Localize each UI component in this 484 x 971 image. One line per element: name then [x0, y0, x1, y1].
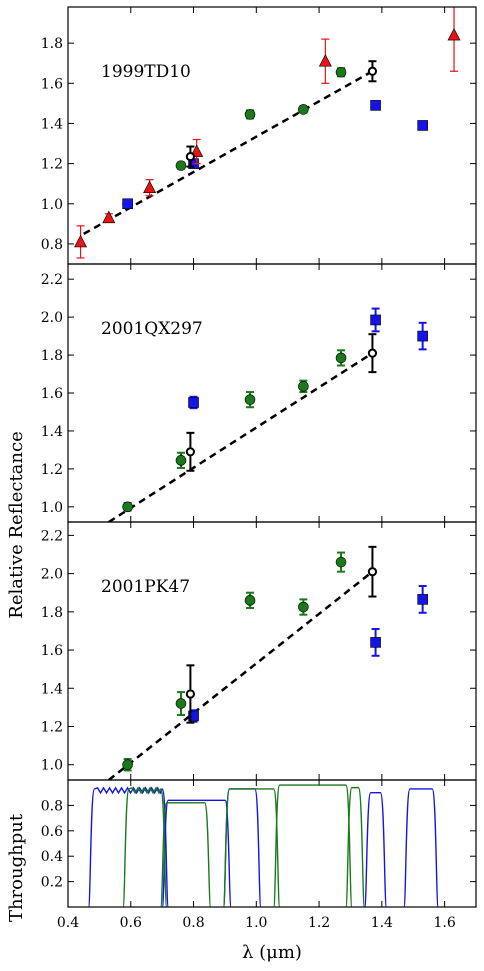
x-tick-label: 1.0 — [245, 915, 267, 931]
data-point-blue — [417, 594, 428, 605]
data-point-open — [367, 348, 378, 358]
panel-frame — [67, 779, 477, 908]
x-tick-label: 0.8 — [182, 915, 204, 931]
data-point-red — [447, 27, 461, 41]
data-point-blue — [188, 710, 199, 722]
panel-label: 1999TD10 — [101, 62, 191, 82]
plot-area — [108, 307, 428, 522]
y-tick-label: 1.0 — [41, 500, 63, 516]
throughput-curve-blue — [403, 788, 439, 907]
data-point-green — [244, 109, 256, 120]
throughput-curve-green — [345, 786, 366, 907]
y-tick-label: 1.2 — [41, 157, 63, 173]
y-tick-label: 2.2 — [41, 528, 63, 544]
linear-fit-line — [108, 570, 374, 780]
data-point-open — [367, 66, 378, 76]
panel-label: 2001PK47 — [101, 577, 190, 597]
data-point-open — [185, 447, 195, 457]
y-tick-label: 1.4 — [41, 681, 63, 697]
plot-area — [108, 545, 428, 780]
y-tick-label: 0.8 — [41, 237, 63, 253]
panel-frame — [67, 6, 477, 265]
data-point-green — [244, 595, 256, 606]
data-point-green — [298, 601, 309, 613]
x-tick-label: 1.4 — [371, 915, 393, 931]
y-axis-label-throughput: Throughput — [6, 813, 27, 922]
y-tick-label: 2.0 — [41, 310, 63, 326]
data-point-green — [175, 698, 187, 709]
throughput-curve-green — [160, 802, 212, 907]
data-point-red — [74, 234, 88, 248]
y-tick-label: 0.8 — [41, 798, 63, 814]
y-tick-label: 1.6 — [41, 643, 63, 659]
data-point-green — [298, 104, 309, 115]
data-point-blue — [188, 397, 199, 408]
x-axis-label: λ (μm) — [242, 942, 302, 963]
panel-1: 0.8 1.0 1.2 1.4 1.6 1.8 1999TD10 — [41, 6, 477, 265]
linear-fit-line — [83, 70, 374, 235]
data-point-blue — [122, 198, 133, 210]
throughput-curve-blue — [161, 799, 232, 907]
linear-fit-line — [108, 352, 374, 522]
y-tick-label: 2.2 — [41, 272, 63, 288]
data-point-blue — [370, 100, 381, 111]
throughput-curve-green — [273, 784, 353, 907]
throughput-curve-blue — [87, 786, 169, 907]
y-tick-label: 1.0 — [41, 197, 63, 213]
data-point-open — [185, 151, 195, 162]
y-tick-label: 0.2 — [41, 875, 63, 891]
throughput-curve-green — [122, 786, 168, 907]
y-axis-label-reflectance: Relative Reflectance — [6, 431, 27, 618]
data-point-blue — [417, 120, 428, 131]
data-point-green — [335, 352, 347, 364]
panels: 0.81.01.21.41.61.81999TD101.01.21.41.61.… — [41, 6, 477, 908]
panel-label: 2001QX297 — [101, 319, 203, 339]
y-tick-label: 2.0 — [41, 567, 63, 583]
plot-area — [74, 7, 461, 259]
data-point-red — [102, 210, 116, 224]
x-tick-label: 1.6 — [433, 915, 455, 931]
y-tick-label: 1.4 — [41, 116, 63, 132]
y-tick-label: 1.6 — [41, 76, 63, 92]
x-tick-label: 0.4 — [57, 915, 79, 931]
data-point-open — [185, 689, 195, 699]
throughput-curve-green — [222, 788, 281, 907]
data-point-green — [298, 381, 309, 392]
panel-2: 1.0 1.2 1.4 1.6 1.8 2.0 2.2 2001QX297 — [41, 263, 477, 523]
data-point-blue — [417, 330, 428, 342]
data-point-blue — [370, 637, 381, 648]
y-tick-label: 1.2 — [41, 462, 63, 478]
throughput-curve-blue — [364, 792, 388, 907]
panel-3: 1.0 1.2 1.4 1.6 1.8 2.0 2.2 2001PK47 — [41, 521, 477, 781]
x-axis: 0.4 0.6 0.8 1.0 1.2 1.4 1.6 — [57, 915, 456, 931]
data-point-blue — [370, 314, 381, 326]
data-point-green — [175, 455, 187, 466]
y-tick-label: 0.6 — [41, 824, 63, 840]
panel-4: 0.2 0.4 0.6 0.8 — [41, 779, 477, 908]
data-point-green — [335, 66, 347, 78]
panel-frame — [67, 263, 477, 523]
y-tick-label: 1.8 — [41, 348, 63, 364]
data-point-green — [244, 394, 256, 405]
y-tick-label: 1.8 — [41, 605, 63, 621]
data-point-green — [175, 160, 187, 171]
y-tick-label: 1.8 — [41, 36, 63, 52]
data-point-red — [318, 54, 332, 67]
data-point-green — [122, 759, 133, 771]
y-tick-label: 1.6 — [41, 386, 63, 402]
y-tick-label: 1.2 — [41, 719, 63, 735]
data-point-green — [122, 501, 133, 513]
x-tick-label: 1.2 — [308, 915, 330, 931]
plot-area — [87, 784, 439, 907]
data-point-green — [335, 556, 347, 568]
y-tick-label: 0.4 — [41, 849, 63, 865]
data-point-open — [367, 567, 378, 577]
y-tick-label: 1.0 — [41, 758, 63, 774]
y-tick-label: 1.4 — [41, 424, 63, 440]
data-point-red — [143, 180, 157, 194]
x-tick-label: 0.6 — [120, 915, 142, 931]
